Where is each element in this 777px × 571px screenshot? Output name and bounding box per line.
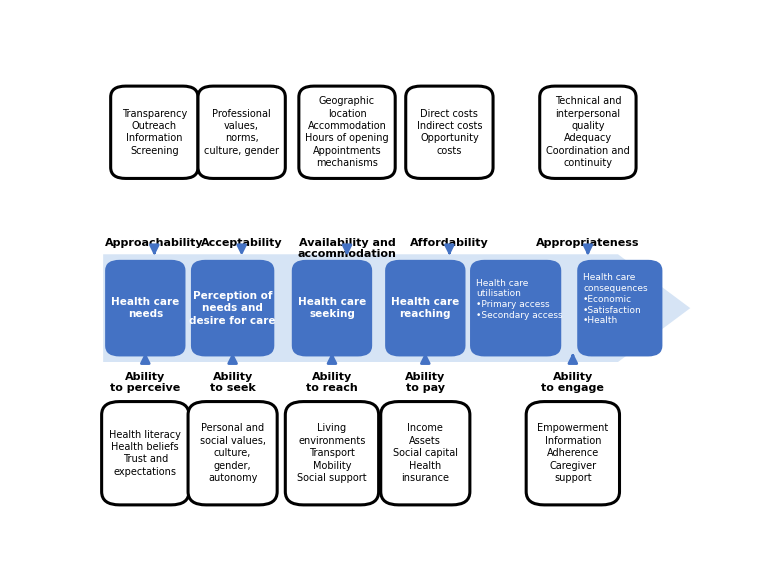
Text: Health literacy
Health beliefs
Trust and
expectations: Health literacy Health beliefs Trust and…	[110, 429, 181, 477]
Text: Geographic
location
Accommodation
Hours of opening
Appointments
mechanisms: Geographic location Accommodation Hours …	[305, 96, 388, 168]
Text: Health care
needs: Health care needs	[111, 297, 179, 319]
FancyBboxPatch shape	[540, 86, 636, 178]
Text: Technical and
interpersonal
quality
Adequacy
Coordination and
continuity: Technical and interpersonal quality Adeq…	[546, 96, 630, 168]
Text: Personal and
social values,
culture,
gender,
autonomy: Personal and social values, culture, gen…	[200, 424, 266, 483]
Text: Health care
reaching: Health care reaching	[391, 297, 459, 319]
Text: Ability
to engage: Ability to engage	[542, 372, 605, 393]
Text: Health care
consequences
•Economic
•Satisfaction
•Health: Health care consequences •Economic •Sati…	[583, 274, 648, 325]
FancyBboxPatch shape	[471, 261, 560, 355]
FancyBboxPatch shape	[106, 261, 184, 355]
Text: Perception of
needs and
desire for care: Perception of needs and desire for care	[190, 291, 276, 325]
Text: Direct costs
Indirect costs
Opportunity
costs: Direct costs Indirect costs Opportunity …	[416, 108, 483, 156]
FancyBboxPatch shape	[299, 86, 395, 178]
Text: Ability
to reach: Ability to reach	[306, 372, 358, 393]
Text: Transparency
Outreach
Information
Screening: Transparency Outreach Information Screen…	[122, 108, 187, 156]
Text: Income
Assets
Social capital
Health
insurance: Income Assets Social capital Health insu…	[393, 424, 458, 483]
FancyBboxPatch shape	[188, 401, 277, 505]
FancyBboxPatch shape	[381, 401, 470, 505]
FancyBboxPatch shape	[526, 401, 619, 505]
Text: Living
environments
Transport
Mobility
Social support: Living environments Transport Mobility S…	[297, 424, 367, 483]
Text: Approachability: Approachability	[105, 238, 204, 248]
FancyBboxPatch shape	[386, 261, 465, 355]
FancyBboxPatch shape	[198, 86, 285, 178]
Text: Ability
to seek: Ability to seek	[210, 372, 256, 393]
FancyBboxPatch shape	[293, 261, 371, 355]
FancyBboxPatch shape	[110, 86, 198, 178]
Text: Ability
to perceive: Ability to perceive	[110, 372, 180, 393]
Text: Empowerment
Information
Adherence
Caregiver
support: Empowerment Information Adherence Caregi…	[537, 424, 608, 483]
FancyBboxPatch shape	[285, 401, 378, 505]
Text: Health care
utilisation
•Primary access
•Secondary access: Health care utilisation •Primary access …	[476, 279, 563, 320]
Text: Health care
seeking: Health care seeking	[298, 297, 366, 319]
Text: Affordability: Affordability	[410, 238, 489, 248]
FancyBboxPatch shape	[192, 261, 274, 355]
Text: Availability and
accommodation: Availability and accommodation	[298, 238, 396, 259]
Text: Ability
to pay: Ability to pay	[405, 372, 445, 393]
FancyBboxPatch shape	[102, 401, 189, 505]
FancyBboxPatch shape	[406, 86, 493, 178]
Text: Appropriateness: Appropriateness	[536, 238, 639, 248]
FancyBboxPatch shape	[578, 261, 661, 355]
Text: Professional
values,
norms,
culture, gender: Professional values, norms, culture, gen…	[204, 108, 279, 156]
Text: Acceptability: Acceptability	[200, 238, 283, 248]
Polygon shape	[103, 254, 690, 362]
